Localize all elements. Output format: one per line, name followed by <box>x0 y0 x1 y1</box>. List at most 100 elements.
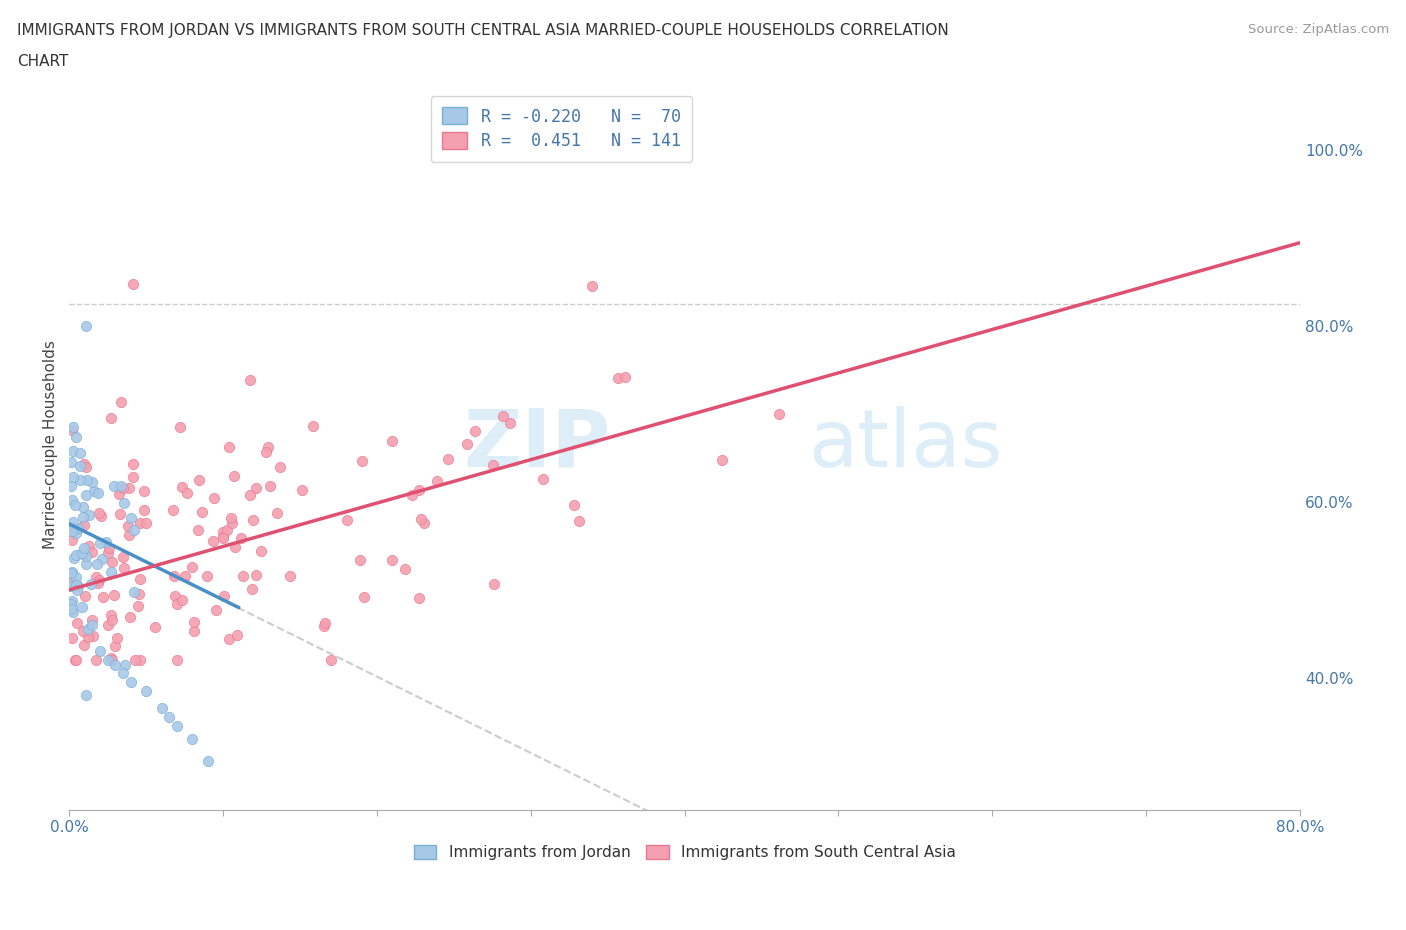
Point <box>122 470 145 485</box>
Point <box>75 687 97 702</box>
Point <box>197 754 219 769</box>
Point <box>212 525 235 540</box>
Point <box>60 593 83 608</box>
Point <box>195 568 218 583</box>
Point <box>224 540 246 555</box>
Point <box>170 479 193 494</box>
Point <box>82 629 104 644</box>
Point <box>352 453 374 468</box>
Point <box>128 653 150 668</box>
Point <box>69 458 91 473</box>
Point <box>72 499 94 514</box>
Point <box>97 541 120 556</box>
Point <box>111 550 134 565</box>
Point <box>62 551 84 565</box>
Point <box>150 701 173 716</box>
Point <box>349 552 371 567</box>
Point <box>768 406 790 421</box>
Point <box>122 523 145 538</box>
Point <box>128 586 150 601</box>
Point <box>118 609 141 624</box>
Point <box>319 653 342 668</box>
Point <box>614 370 637 385</box>
Point <box>65 525 87 540</box>
Point <box>65 547 87 562</box>
Point <box>108 487 131 502</box>
Point <box>72 546 94 561</box>
Point <box>100 565 122 580</box>
Text: CHART: CHART <box>17 54 69 69</box>
Point <box>291 482 314 497</box>
Point <box>105 631 128 645</box>
Point <box>394 561 416 576</box>
Point <box>239 373 262 388</box>
Point <box>75 488 97 503</box>
Point <box>59 578 82 593</box>
Point <box>166 596 188 611</box>
Point <box>218 631 240 646</box>
Point <box>162 502 184 517</box>
Point <box>114 658 136 672</box>
Point <box>245 481 267 496</box>
Point <box>232 569 254 584</box>
Point <box>266 506 288 521</box>
Point <box>183 624 205 639</box>
Point <box>65 430 87 445</box>
Point <box>464 423 486 438</box>
Text: ZIP: ZIP <box>464 405 610 484</box>
Point <box>531 472 554 487</box>
Point <box>408 591 430 605</box>
Point <box>91 551 114 566</box>
Point <box>62 604 84 619</box>
Point <box>112 666 135 681</box>
Point <box>381 433 404 448</box>
Point <box>66 582 89 597</box>
Point <box>111 481 134 496</box>
Point <box>100 651 122 666</box>
Point <box>87 576 110 591</box>
Point <box>66 616 89 631</box>
Point <box>127 598 149 613</box>
Point <box>607 371 630 386</box>
Point <box>132 502 155 517</box>
Point <box>69 472 91 487</box>
Point <box>79 508 101 523</box>
Point <box>60 492 83 507</box>
Point <box>76 622 98 637</box>
Point <box>73 457 96 472</box>
Point <box>711 453 734 468</box>
Point <box>242 512 264 527</box>
Point <box>129 572 152 587</box>
Point <box>110 395 132 410</box>
Point <box>80 474 103 489</box>
Point <box>183 614 205 629</box>
Point <box>135 515 157 530</box>
Point <box>314 616 336 631</box>
Point <box>302 418 325 433</box>
Point <box>381 552 404 567</box>
Point <box>254 445 277 459</box>
Point <box>124 653 146 668</box>
Point <box>89 644 111 658</box>
Point <box>83 484 105 498</box>
Y-axis label: Married-couple Households: Married-couple Households <box>44 340 58 550</box>
Point <box>77 538 100 553</box>
Point <box>166 653 188 668</box>
Point <box>482 576 505 591</box>
Point <box>66 578 89 593</box>
Point <box>69 445 91 460</box>
Point <box>401 487 423 502</box>
Point <box>104 639 127 654</box>
Point <box>250 544 273 559</box>
Point <box>162 568 184 583</box>
Point <box>100 410 122 425</box>
Point <box>101 554 124 569</box>
Point <box>96 535 118 550</box>
Point <box>73 589 96 604</box>
Point <box>59 566 82 581</box>
Point <box>224 469 246 484</box>
Point <box>75 319 97 334</box>
Point <box>481 458 503 472</box>
Point <box>112 561 135 576</box>
Point <box>581 278 603 293</box>
